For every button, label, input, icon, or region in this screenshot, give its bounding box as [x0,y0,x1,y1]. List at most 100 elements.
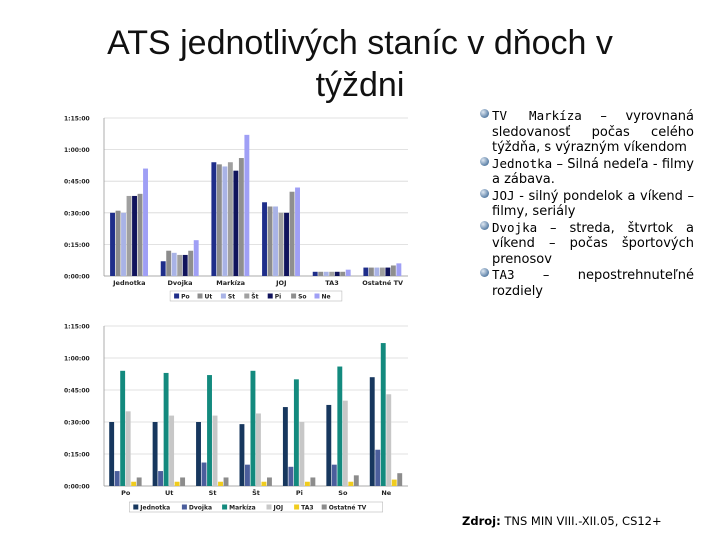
bar [169,415,175,486]
bar [239,424,245,486]
x-tick-label: Dvojka [167,279,192,287]
chart-by-day-svg: 0:00:00 0:15:00 0:30:00 0:45:00 1:00:00 1:15:… [64,324,408,513]
slide-title: ATS jednotlivých staníc v dňoch v týždni [107,24,613,104]
legend-label: Markíza [229,505,256,512]
bullet-icon [480,268,489,277]
bar [397,473,403,486]
bullet-station: TV Markíza [492,108,582,123]
chart-by-day: 0:00:00 0:15:00 0:30:00 0:45:00 1:00:00 1:15:… [60,318,412,518]
bar [353,475,359,486]
y-tick-label: 0:15:00 [64,242,90,249]
bar [222,166,228,276]
bar [211,162,217,276]
legend-swatch [181,504,187,510]
bar [304,481,310,486]
bar [284,212,289,276]
legend-swatch [133,504,139,510]
bar [363,267,369,276]
bar [110,212,115,276]
bar [136,477,142,486]
bar [345,269,351,276]
legend-label: Št [251,294,258,301]
bar [137,193,143,276]
bar [223,477,229,486]
bar [174,481,180,486]
x-tick-label: JOJ [275,279,286,287]
bullet-item: TV Markíza – vyrovnaná sledovanosť počas… [480,108,694,156]
bar [188,250,194,276]
bar [233,170,239,276]
y-tick-label: 0:30:00 [64,420,90,427]
x-tick-label: Ut [165,489,173,497]
bar [163,372,169,486]
bar [115,210,121,276]
bar [288,466,294,486]
bar [380,343,386,486]
legend-label: JOJ [273,505,284,512]
legend-label: St [228,294,235,301]
bullet-text: – Silná nedeľa - filmy a zábava. [492,156,694,188]
y-tick-label: 1:00:00 [64,356,90,363]
x-tick-label: Jednotka [112,279,145,287]
bar [125,411,131,486]
bar [267,477,272,486]
x-tick-label: Ostatné TV [362,279,403,287]
bar [171,252,177,276]
bar [299,422,305,486]
legend-swatch [174,293,180,299]
bar [212,415,218,486]
bullet-text: – streda, štvrtok a víkend – počas šport… [492,220,694,267]
bar [126,195,132,276]
bar [385,267,391,276]
bar [245,464,250,486]
bullet-icon [480,220,489,230]
bar [386,394,392,486]
bar [369,377,375,486]
bar [166,250,172,276]
bar [244,134,250,276]
legend-box [129,501,383,513]
bar [329,271,335,276]
bar [326,404,332,486]
bar [114,471,120,486]
bar [120,370,126,486]
bar [289,191,295,276]
bar [331,464,337,486]
legend-label: Po [181,294,190,301]
bar [152,422,158,486]
bar [216,164,222,276]
bar [375,449,381,486]
bar [177,254,183,276]
chart-by-station: 0:00:00 0:15:00 0:30:00 0:45:00 1:00:00 1:15:… [60,108,412,304]
bar [207,375,212,486]
bullet-station: Jednotka [492,155,553,171]
x-tick-label: So [338,489,348,497]
legend-label: Ut [205,294,213,301]
bar [109,422,115,486]
y-tick-label: 0:30:00 [64,210,90,217]
bullet-station: JOJ [492,187,515,203]
bar [340,271,346,276]
bar [342,400,348,486]
bar [282,407,288,486]
bar [391,479,397,486]
bar [238,158,244,276]
bar [293,379,299,486]
bar [182,254,188,276]
bar [318,271,324,276]
y-tick-label: 0:15:00 [64,452,90,459]
legend-label: Dvojka [189,505,212,512]
x-tick-label: Markíza [216,279,245,287]
bullet-text: – vyrovnaná sledovanosť počas celého týž… [492,109,694,155]
bar [132,195,137,276]
bar [143,168,148,276]
bar [218,481,223,486]
bullet-icon [480,109,489,118]
bar [227,162,233,276]
x-tick-label: Pi [296,489,303,497]
bar [256,413,261,486]
source-note: Zdroj: TNS MIN VIII.-XII.05, CS12+ [462,514,662,528]
bullet-icon [480,188,489,198]
bullet-text: – nepostrehnuteľné rozdiely [492,268,694,299]
legend-swatch [267,293,273,299]
